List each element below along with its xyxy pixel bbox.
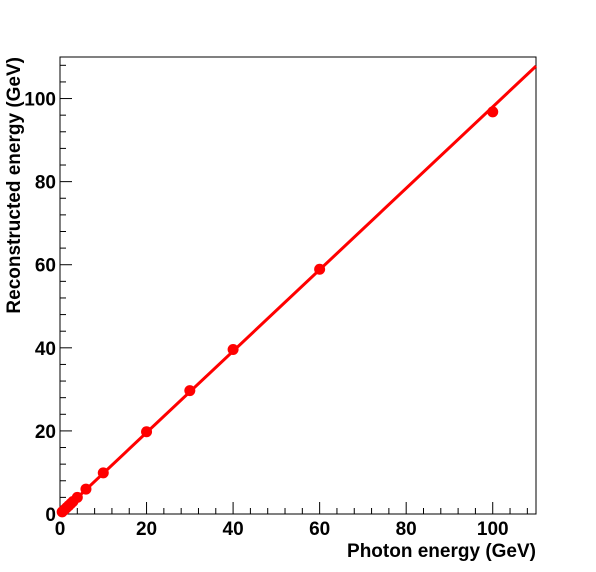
y-tick-label: 100 xyxy=(24,90,56,111)
y-tick-label: 0 xyxy=(45,505,56,526)
data-point xyxy=(97,467,109,479)
y-tick-label: 80 xyxy=(35,173,56,194)
y-tick-label: 60 xyxy=(35,256,56,277)
data-point xyxy=(314,263,326,275)
x-tick-label: 60 xyxy=(309,519,330,540)
fit-line xyxy=(58,65,538,516)
x-axis-ticks xyxy=(59,502,528,514)
y-axis-ticks xyxy=(60,64,72,515)
plot-frame xyxy=(59,56,537,515)
data-point xyxy=(227,343,239,355)
x-axis-title: Photon energy (GeV) xyxy=(347,541,536,562)
y-tick-label: 20 xyxy=(35,422,56,443)
x-tick-label: 40 xyxy=(223,519,244,540)
data-point xyxy=(487,106,499,118)
data-points-layer xyxy=(56,106,499,518)
fit-line-layer xyxy=(58,65,538,516)
x-axis-tick-labels: 0 20 40 60 80 100 xyxy=(55,519,509,540)
data-point xyxy=(71,491,83,503)
y-axis-tick-labels: 0 20 40 60 80 100 xyxy=(24,90,56,526)
x-tick-label: 80 xyxy=(396,519,417,540)
x-tick-label: 20 xyxy=(136,519,157,540)
x-tick-label: 0 xyxy=(55,519,66,540)
y-tick-label: 40 xyxy=(35,339,56,360)
x-tick-label: 100 xyxy=(477,519,509,540)
data-point xyxy=(141,426,153,438)
y-axis-title: Reconstructed energy (GeV) xyxy=(4,57,25,314)
data-point xyxy=(184,385,196,397)
data-point xyxy=(80,483,92,495)
